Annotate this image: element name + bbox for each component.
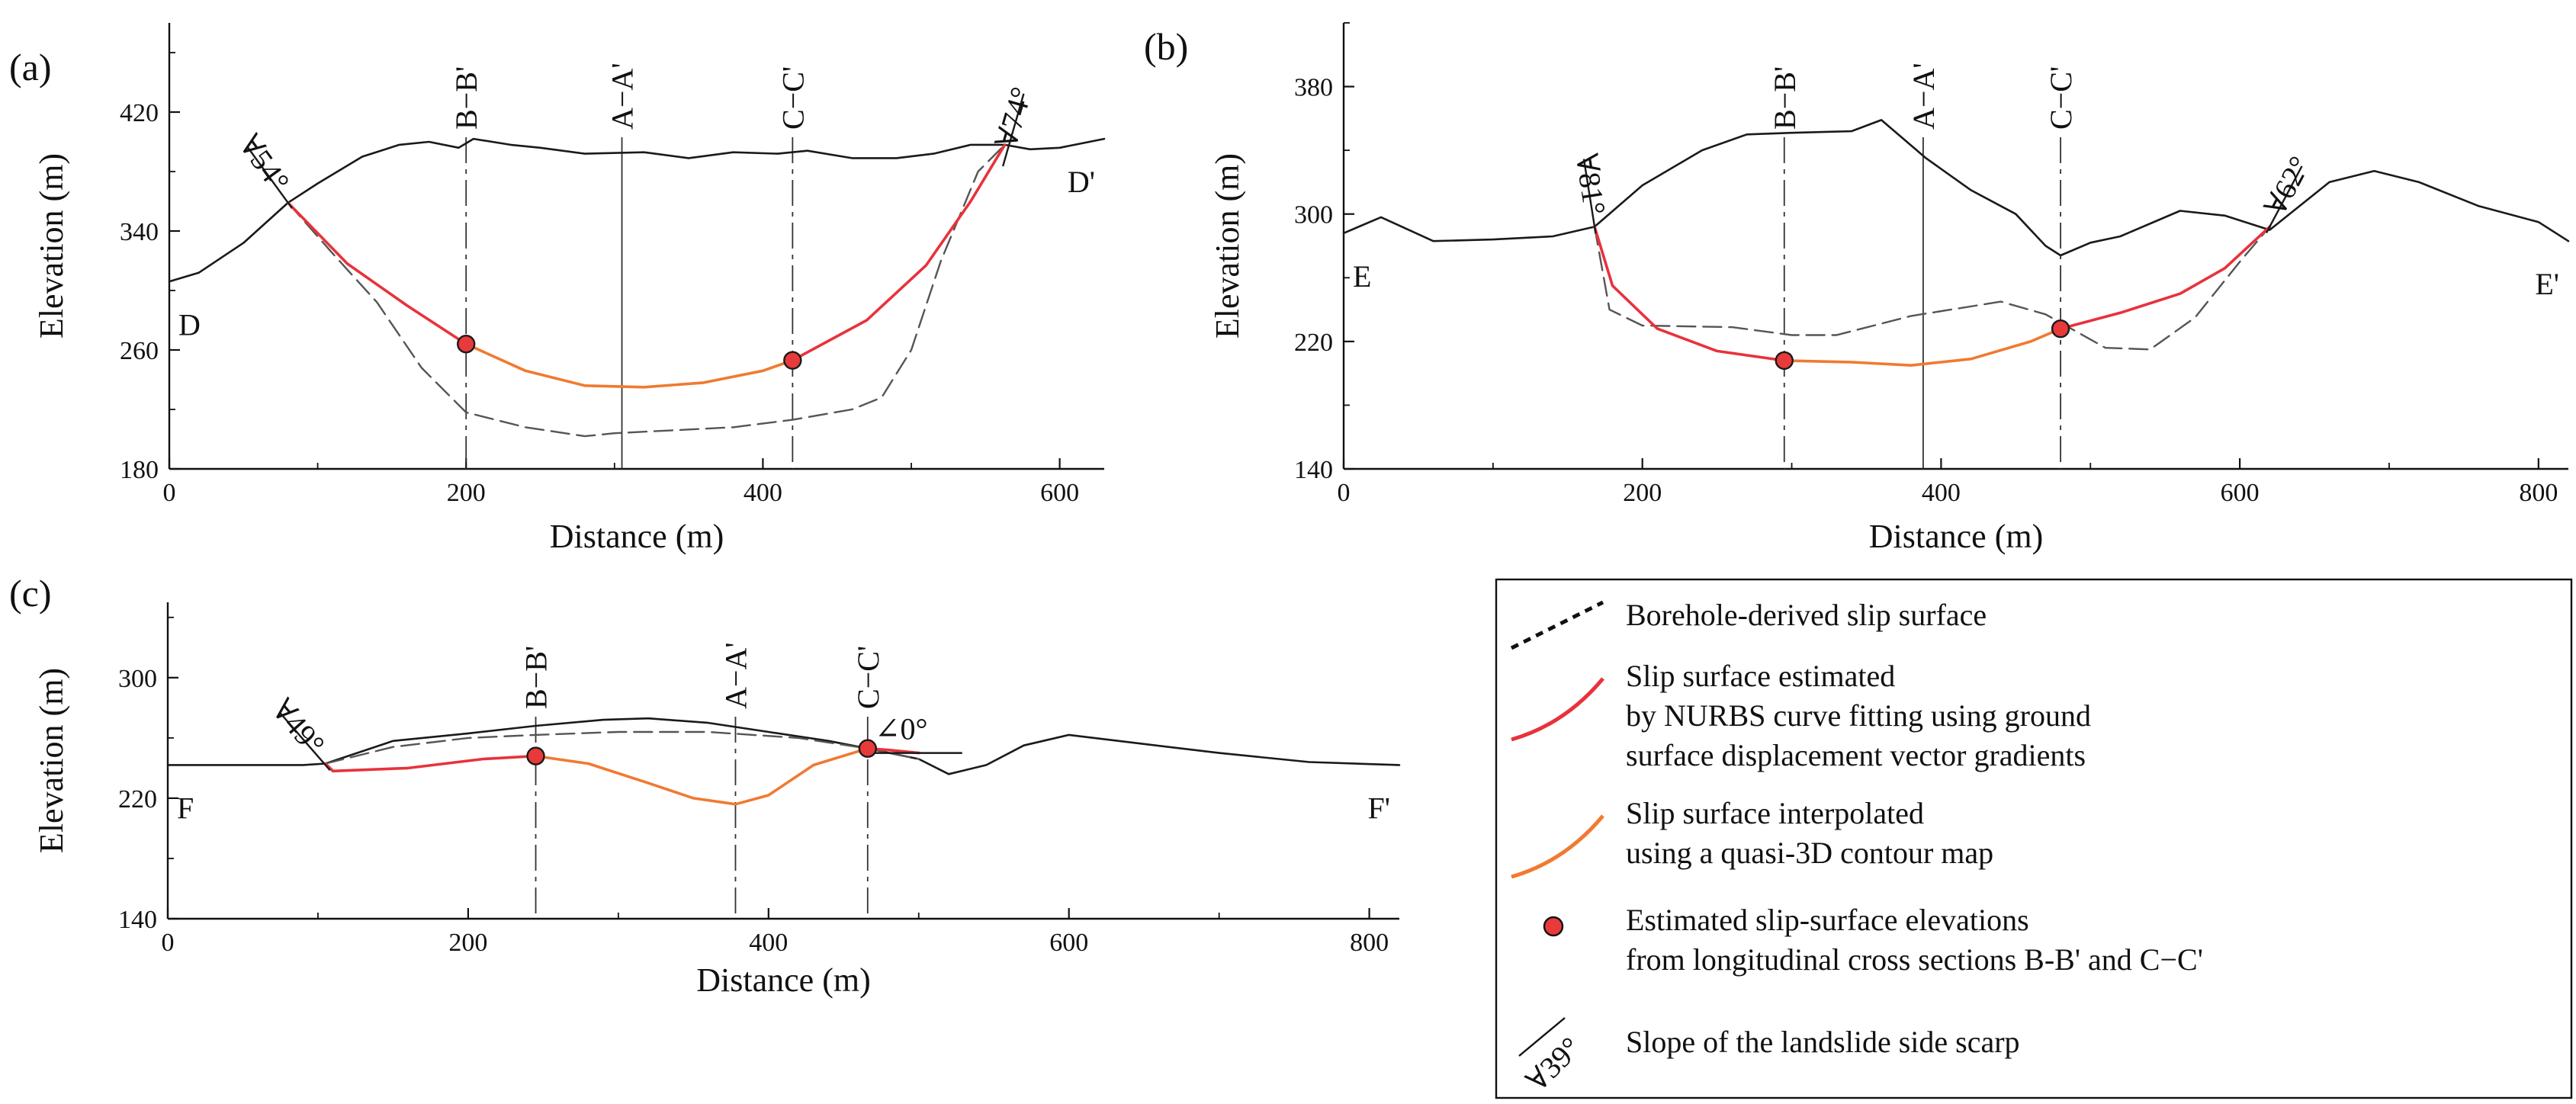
x-tick-label: 0 [162, 929, 175, 957]
legend-item-text: Slope of the landslide side scarp [1626, 1025, 2020, 1059]
y-tick-label: 140 [118, 906, 157, 934]
legend-item-text: Borehole-derived slip surface [1626, 598, 1987, 632]
scarp-angle-label: ∀54° [233, 129, 297, 198]
scarp-line [279, 712, 331, 772]
ground-line [1342, 119, 2570, 257]
scarp-angle-label: ∀81° [1569, 152, 1612, 217]
x-tick-label: 800 [1350, 929, 1389, 957]
estimated-point [1775, 351, 1794, 371]
panel-label: (b) [1144, 25, 1188, 68]
legend-item-text: surface displacement vector gradients [1626, 738, 2086, 772]
y-tick-label: 420 [120, 99, 159, 127]
section-label: B−B' [519, 646, 554, 709]
scarp-line [246, 146, 293, 209]
x-tick-label: 600 [2221, 479, 2260, 507]
x-tick-label: 400 [1922, 479, 1961, 507]
x-tick-label: 600 [1049, 929, 1088, 957]
section-label: C−C' [2044, 66, 2078, 130]
interp-line [1783, 327, 2062, 367]
scarp-angle-label: ∠0° [875, 712, 928, 746]
borehole-line [324, 730, 920, 765]
nurbs-line [1593, 225, 1786, 362]
y-tick-label: 220 [118, 785, 157, 814]
panel-b: 0 200 400 600 800 140 220 300 380 Elevation (m) Di… [1144, 22, 2570, 555]
ground-line [166, 717, 1401, 775]
nurbs-line [791, 143, 1007, 362]
scarp-line [1001, 93, 1025, 167]
section-start-label: D [178, 307, 201, 342]
estimated-point [457, 335, 476, 354]
x-tick-label: 800 [2519, 479, 2558, 507]
x-tick-label: 400 [744, 479, 782, 507]
interp-line [534, 746, 869, 806]
legend-point-symbol [1543, 916, 1564, 937]
y-tick-label: 300 [118, 665, 157, 693]
scarp-line [1582, 159, 1597, 234]
section-label: A−A' [718, 642, 753, 709]
estimated-point [858, 739, 877, 758]
panel-label: (c) [9, 572, 52, 615]
scarp-angle-label: ∀49° [265, 693, 332, 762]
x-axis-title: Distance (m) [550, 518, 724, 555]
legend-scarp-line [1518, 1017, 1566, 1057]
y-tick-label: 300 [1294, 201, 1333, 229]
y-tick-label: 140 [1294, 456, 1333, 484]
nurbs-line [2059, 225, 2272, 330]
section-end-label: D' [1068, 165, 1095, 199]
nurbs-line [286, 201, 468, 346]
y-axis-title: Elevation (m) [1209, 153, 1246, 339]
section-start-label: F [177, 791, 194, 825]
x-axis-title: Distance (m) [696, 961, 870, 999]
scarp-line [2266, 165, 2303, 233]
y-tick-label: 220 [1294, 329, 1333, 357]
legend-nurbs-symbol [1511, 677, 1604, 742]
scarp-angle-label: ∀74° [989, 83, 1039, 151]
x-tick-label: 200 [447, 479, 486, 507]
borehole-line [287, 143, 1006, 438]
section-label: A−A' [1906, 63, 1941, 130]
section-label: B−B' [1768, 66, 1802, 130]
interp-line [464, 342, 795, 389]
section-label: C−C' [776, 66, 810, 130]
panel-label: (a) [9, 46, 52, 88]
legend-interp-symbol [1511, 814, 1604, 879]
ground-line [168, 137, 1106, 283]
y-tick-label: 340 [120, 218, 159, 246]
y-tick-label: 380 [1294, 74, 1333, 102]
section-label: C−C' [851, 646, 885, 709]
x-tick-label: 400 [749, 929, 788, 957]
y-tick-label: 260 [120, 337, 159, 365]
legend-item-text: Slip surface estimated [1626, 659, 1895, 693]
y-axis-title: Elevation (m) [33, 153, 70, 339]
legend-box [1495, 578, 2573, 1099]
panel-c: 0 200 400 600 800 140 220 300 Elevation (m) Dista… [9, 572, 1401, 999]
section-start-label: E [1353, 259, 1371, 294]
x-tick-label: 200 [1623, 479, 1662, 507]
borehole-line [1593, 226, 2271, 351]
section-label: B−B' [449, 66, 483, 130]
nurbs-line [323, 754, 538, 773]
section-label: A−A' [605, 63, 640, 130]
y-tick-label: 180 [120, 456, 159, 484]
scarp-angle-label: ∀62° [2258, 150, 2317, 220]
legend-item-text: Slip surface interpolated [1626, 796, 1924, 830]
legend-item-text: by NURBS curve fitting using ground [1626, 698, 2091, 733]
legend-item-text: from longitudinal cross sections B-B' an… [1626, 942, 2203, 977]
panel-a: 0 200 400 600 180 260 340 420 Elevation (m) Dista… [9, 23, 1106, 555]
estimated-point [783, 351, 802, 370]
section-end-label: E' [2535, 267, 2559, 301]
y-axis-title: Elevation (m) [33, 668, 70, 853]
x-axis-title: Distance (m) [1869, 518, 2043, 555]
legend: Borehole-derived slip surface Slip surfac… [1495, 578, 2573, 1099]
legend-item-text: Estimated slip-surface elevations [1626, 903, 2029, 937]
x-tick-label: 0 [1338, 479, 1351, 507]
x-tick-label: 0 [163, 479, 176, 507]
section-end-label: F' [1368, 791, 1390, 825]
estimated-point [2051, 319, 2070, 339]
estimated-point [526, 746, 545, 765]
x-tick-label: 200 [448, 929, 487, 957]
x-tick-label: 600 [1040, 479, 1079, 507]
legend-item-text: using a quasi-3D contour map [1626, 836, 1993, 870]
